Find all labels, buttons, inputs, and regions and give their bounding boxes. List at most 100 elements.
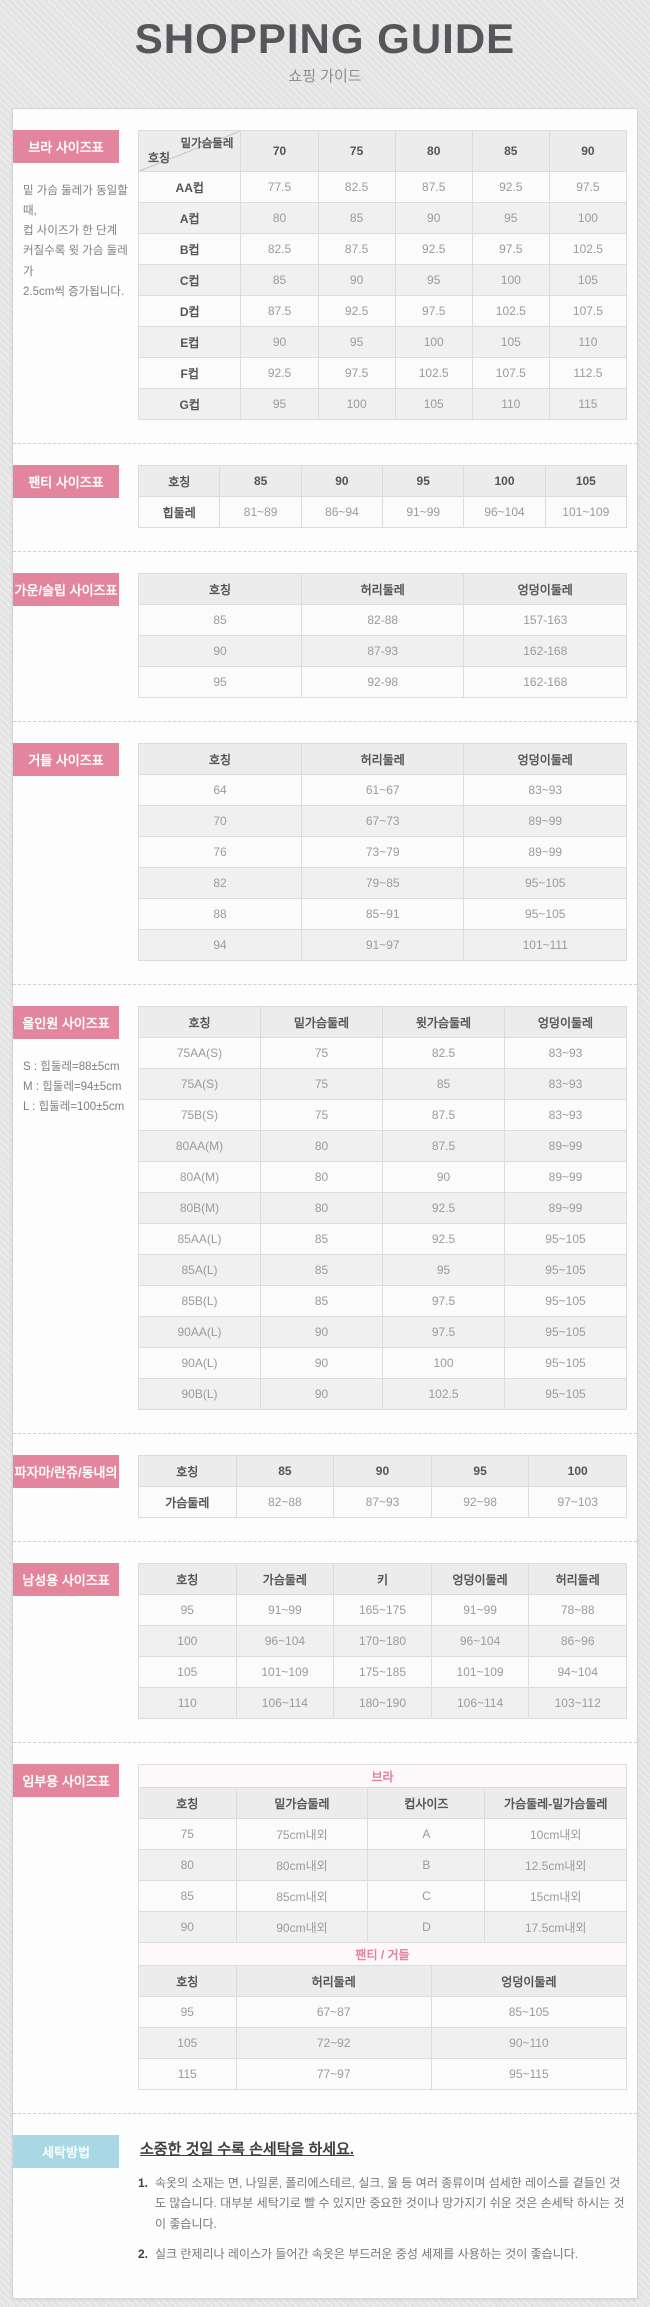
table-cell: 90~110 bbox=[430, 2027, 628, 2059]
table-row: 75B(S) 75 87.5 83~93 bbox=[138, 1099, 627, 1131]
table-cell: 97.5 bbox=[394, 295, 473, 327]
table-cell: 94~104 bbox=[528, 1656, 627, 1688]
section-allinone: 올인원 사이즈표 S : 힙둘레=88±5cm M : 힙둘레=94±5cm L :… bbox=[13, 984, 637, 1433]
table-cell: 80cm내외 bbox=[235, 1849, 369, 1881]
page-subtitle: 쇼핑 가이드 bbox=[288, 68, 362, 86]
column-header: 85 bbox=[471, 130, 550, 172]
column-header: 호칭 bbox=[137, 465, 221, 497]
header-row: 호칭 밑가슴둘레 윗가슴둘레 엉덩이둘레 bbox=[138, 1006, 627, 1038]
table-cell: 90AA(L) bbox=[138, 1316, 261, 1348]
table-row: 82 79~85 95~105 bbox=[138, 867, 627, 899]
table-cell: 92.5 bbox=[317, 295, 396, 327]
header-row: 호칭 밑가슴둘레 컵사이즈 가슴둘레-밑가슴둘레 bbox=[138, 1787, 627, 1819]
column-header: 100 bbox=[463, 465, 546, 497]
table-cell: 102.5 bbox=[548, 233, 628, 265]
table-cell: 12.5cm내외 bbox=[484, 1849, 627, 1881]
table-cell: 86~96 bbox=[528, 1625, 627, 1657]
table-cell: 90 bbox=[138, 1911, 237, 1943]
table-cell: 82-88 bbox=[300, 604, 465, 636]
corner-cell: 밑가슴둘레 호칭 bbox=[137, 130, 242, 172]
table-cell: 101~111 bbox=[463, 929, 627, 961]
table-cell: 91~99 bbox=[430, 1594, 530, 1626]
table-cell: 97.5 bbox=[317, 357, 396, 389]
column-header: 100 bbox=[528, 1455, 627, 1487]
table-cell: 91~97 bbox=[300, 929, 465, 961]
table-cell: 80 bbox=[260, 1192, 383, 1224]
table-cell: 85~105 bbox=[430, 1996, 628, 2028]
table-cell: 92-98 bbox=[300, 666, 465, 698]
table-cell: 61~67 bbox=[300, 774, 465, 806]
table-cell: 80B(M) bbox=[138, 1192, 261, 1224]
washing-heading: 소중한 것일 수록 손세탁을 하세요. bbox=[140, 2141, 355, 2158]
column-header: 호칭 bbox=[138, 1455, 237, 1487]
section-mens-right: 호칭 가슴둘레 키 엉덩이둘레 허리둘레 95 91~99 165~175 91~99 78~88… bbox=[138, 1563, 627, 1719]
table-cell: F컵 bbox=[137, 357, 242, 389]
table-cell: 112.5 bbox=[548, 357, 628, 389]
table-cell: 95 bbox=[382, 1254, 505, 1286]
column-header: 엉덩이둘레 bbox=[463, 743, 627, 775]
table-cell: 96~104 bbox=[235, 1625, 335, 1657]
girdle-size-table: 호칭 허리둘레 엉덩이둘레 64 61~67 83~93 70 67~73 89~99 76 73~… bbox=[138, 743, 627, 961]
table-cell: 91~99 bbox=[382, 496, 465, 528]
table-cell: 85 bbox=[138, 604, 302, 636]
table-row: 75 75cm내외 A 10cm내외 bbox=[138, 1818, 627, 1850]
column-header: 90 bbox=[548, 130, 628, 172]
table-cell: 95~105 bbox=[504, 1347, 627, 1379]
column-header: 허리둘레 bbox=[235, 1965, 432, 1997]
table-cell: 64 bbox=[138, 774, 302, 806]
washing-list: 1. 속옷의 소재는 면, 나일론, 폴리에스테르, 실크, 울 등 여러 종류… bbox=[138, 2173, 627, 2265]
table-cell: 83~93 bbox=[463, 774, 627, 806]
table-cell: 95~105 bbox=[463, 867, 627, 899]
table-cell: 165~175 bbox=[333, 1594, 432, 1626]
column-header: 85 bbox=[219, 465, 302, 497]
table-cell: 100 bbox=[382, 1347, 505, 1379]
table-cell: 90 bbox=[317, 264, 396, 296]
table-cell: 100 bbox=[548, 202, 628, 234]
table-cell: 110 bbox=[471, 388, 550, 420]
table-cell: 79~85 bbox=[300, 867, 465, 899]
table-cell: C컵 bbox=[137, 264, 242, 296]
column-header: 허리둘레 bbox=[300, 573, 465, 605]
table-cell: 83~93 bbox=[504, 1068, 627, 1100]
table-cell: 97~103 bbox=[528, 1486, 627, 1518]
washing-item: 1. 속옷의 소재는 면, 나일론, 폴리에스테르, 실크, 울 등 여러 종류… bbox=[138, 2173, 627, 2234]
table-cell: 90A(L) bbox=[138, 1347, 261, 1379]
table-cell: 100 bbox=[394, 326, 473, 358]
table-cell: 85 bbox=[138, 1880, 237, 1912]
table-cell: 96~104 bbox=[430, 1625, 530, 1657]
table-cell: 106~114 bbox=[235, 1687, 335, 1719]
header-row: 호칭 허리둘레 엉덩이둘레 bbox=[138, 573, 627, 605]
table-cell: 82.5 bbox=[317, 171, 396, 203]
section-title-bra: 브라 사이즈표 bbox=[13, 130, 119, 163]
table-row: 80A(M) 80 90 89~99 bbox=[138, 1161, 627, 1193]
table-row: 90AA(L) 90 97.5 95~105 bbox=[138, 1316, 627, 1348]
table-cell: 85 bbox=[260, 1254, 383, 1286]
table-cell: 90 bbox=[138, 635, 302, 667]
table-cell: 95~105 bbox=[463, 898, 627, 930]
table-cell: 92.5 bbox=[394, 233, 473, 265]
table-row: AA컵 77.5 82.5 87.5 92.5 97.5 bbox=[137, 171, 628, 203]
section-title-panty: 팬티 사이즈표 bbox=[13, 465, 119, 498]
table-cell: 87.5 bbox=[240, 295, 319, 327]
table-cell: 95~105 bbox=[504, 1285, 627, 1317]
table-cell: 85~91 bbox=[300, 898, 465, 930]
column-header: 밑가슴둘레 bbox=[260, 1006, 383, 1038]
column-header: 95 bbox=[382, 465, 465, 497]
note-line: 밑 가슴 둘레가 동일할 때, bbox=[23, 185, 128, 218]
table-row: A컵 80 85 90 95 100 bbox=[137, 202, 628, 234]
table-cell: 85 bbox=[317, 202, 396, 234]
table-banner: 팬티 / 거들 bbox=[138, 1942, 627, 1966]
section-bra-right: 밑가슴둘레 호칭 70 75 80 85 90 AA컵 77.5 82.5 87.5 92.5 97.5… bbox=[137, 130, 628, 420]
column-header: 호칭 bbox=[138, 1006, 261, 1038]
section-allinone-right: 호칭 밑가슴둘레 윗가슴둘레 엉덩이둘레 75AA(S) 75 82.5 83~93 75A(S… bbox=[138, 1006, 627, 1410]
table-cell: 157-163 bbox=[463, 604, 627, 636]
table-cell: 87-93 bbox=[300, 635, 465, 667]
table-row: 105 101~109 175~185 101~109 94~104 bbox=[138, 1656, 627, 1688]
table-cell: 105 bbox=[394, 388, 473, 420]
allinone-size-table: 호칭 밑가슴둘레 윗가슴둘레 엉덩이둘레 75AA(S) 75 82.5 83~93 75A(S… bbox=[138, 1006, 627, 1410]
table-row: 76 73~79 89~99 bbox=[138, 836, 627, 868]
table-cell: 73~79 bbox=[300, 836, 465, 868]
table-row: 90B(L) 90 102.5 95~105 bbox=[138, 1378, 627, 1410]
table-cell: 107.5 bbox=[548, 295, 628, 327]
table-cell: 175~185 bbox=[333, 1656, 432, 1688]
